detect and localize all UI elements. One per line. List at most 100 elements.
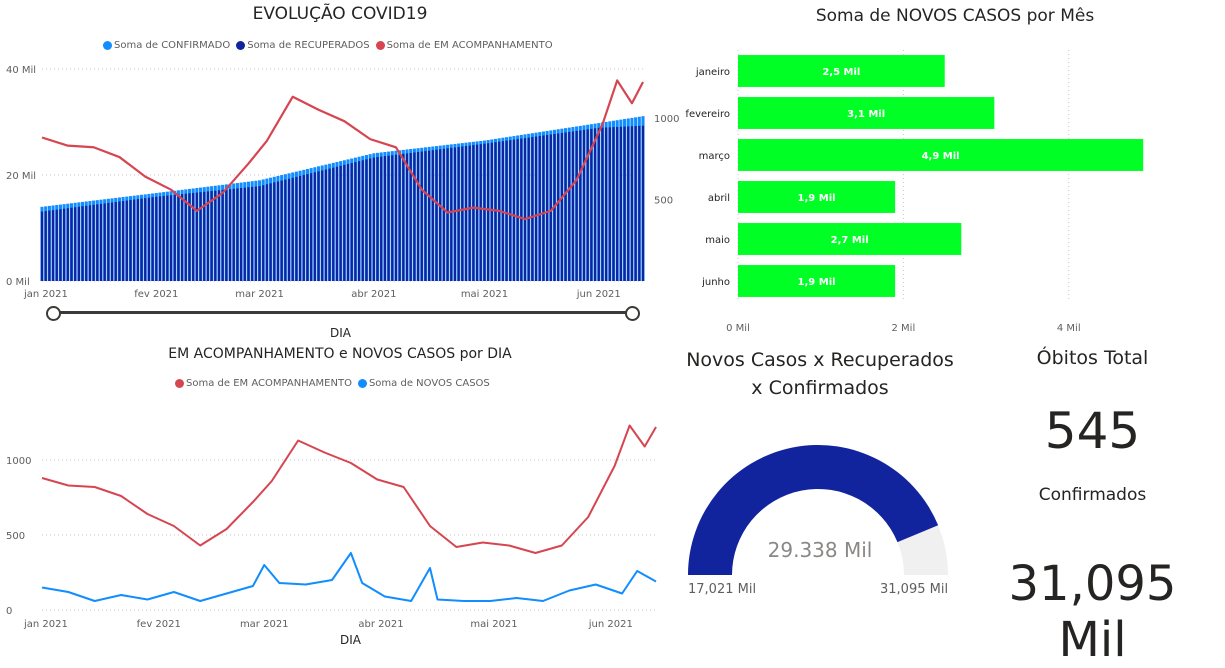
bar-recuperados <box>162 195 165 281</box>
legend-item-em-acompanhamento[interactable]: Soma de EM ACOMPANHAMENTO <box>175 378 352 389</box>
bar-recuperados <box>210 191 213 281</box>
bar-recuperados <box>180 194 184 281</box>
bar-recuperados <box>398 154 401 281</box>
y-right-tick-label: 1000 <box>654 114 679 125</box>
bar-recuperados <box>228 189 232 281</box>
bar-recuperados <box>571 131 575 281</box>
bar-recuperados <box>144 198 147 281</box>
legend-item-acompanhamento[interactable]: Soma de EM ACOMPANHAMENTO <box>375 40 553 51</box>
bar-recuperados <box>247 187 250 281</box>
data-label: 1,9 Mil <box>798 277 836 288</box>
bar-recuperados <box>372 157 375 281</box>
legend-item-novos-casos[interactable]: Soma de NOVOS CASOS <box>357 378 490 389</box>
bar-recuperados <box>560 132 564 281</box>
legend-item-recuperados[interactable]: Soma de RECUPERADOS <box>236 40 370 51</box>
bar-recuperados <box>173 194 176 281</box>
bar-recuperados <box>413 152 416 281</box>
bar-recuperados <box>424 151 427 281</box>
bar-recuperados <box>287 178 291 281</box>
bar-recuperados <box>634 126 637 282</box>
y-left-tick-label: 20 Mil <box>6 171 36 182</box>
bar-recuperados <box>549 134 552 281</box>
bar-recuperados <box>169 195 173 281</box>
bar-recuperados <box>409 152 412 281</box>
bar-recuperados <box>232 188 235 281</box>
legend-item-confirmado[interactable]: Soma de CONFIRMADO <box>103 40 230 51</box>
slider-handle-start[interactable] <box>46 306 61 321</box>
bar-recuperados <box>494 142 497 281</box>
bar-recuperados <box>586 129 589 281</box>
line-em-acompanhamento <box>41 79 644 221</box>
bar-recuperados <box>195 192 198 281</box>
bar-recuperados <box>103 203 106 281</box>
x-tick-label: fev 2021 <box>134 289 178 300</box>
category-label: maio <box>705 235 730 246</box>
bar-maio <box>738 223 962 255</box>
bar-recuperados <box>593 128 597 281</box>
bar-recuperados <box>369 158 372 281</box>
bar-recuperados <box>383 156 387 281</box>
bar-recuperados <box>239 188 243 281</box>
legend-dot-novos-casos <box>357 379 367 388</box>
bar-recuperados <box>531 137 534 281</box>
bar-recuperados <box>92 204 95 281</box>
gauge-title-line1: Novos Casos x Recuperados <box>686 349 954 371</box>
bar-recuperados <box>155 196 158 281</box>
bar-recuperados <box>254 186 257 281</box>
bar-recuperados <box>394 154 398 281</box>
legend-dot-em-acompanhamento <box>175 379 184 388</box>
bar-recuperados <box>332 167 335 281</box>
bar-recuperados <box>262 185 265 281</box>
bar-recuperados <box>627 126 630 282</box>
mes-title: Soma de NOVOS CASOS por Mês <box>815 6 1095 26</box>
bar-recuperados <box>557 133 560 281</box>
bar-recuperados <box>324 169 328 281</box>
data-label: 2,5 Mil <box>822 67 860 78</box>
bar-recuperados <box>166 195 169 281</box>
bar-recuperados <box>81 206 84 281</box>
bar-recuperados <box>630 126 634 282</box>
bar-recuperados <box>464 146 468 281</box>
bar-recuperados <box>435 149 438 281</box>
bar-recuperados <box>291 177 294 281</box>
bar-recuperados <box>284 179 287 281</box>
bar-recuperados <box>487 143 490 281</box>
bar-recuperados <box>40 211 44 281</box>
bar-recuperados <box>512 139 516 281</box>
x-tick-label: mai 2021 <box>461 289 508 300</box>
line-em-acompanhamento <box>41 424 657 554</box>
bar-recuperados <box>523 138 527 281</box>
category-label: junho <box>701 277 730 288</box>
bar-recuperados <box>48 210 51 281</box>
bar-recuperados <box>387 155 390 281</box>
date-range-slider[interactable] <box>46 306 640 321</box>
x-tick-label: jun 2021 <box>576 289 621 300</box>
obitos-value: 545 <box>1044 402 1141 460</box>
bar-recuperados <box>461 146 464 281</box>
bar-recuperados <box>350 163 353 281</box>
bar-recuperados <box>70 207 73 281</box>
bar-recuperados <box>317 171 320 281</box>
bar-recuperados <box>402 153 405 281</box>
slider-handle-end[interactable] <box>625 306 640 321</box>
bar-recuperados <box>582 129 586 281</box>
bar-recuperados <box>616 126 619 282</box>
bar-recuperados <box>509 140 512 281</box>
x-tick-label: abr 2021 <box>358 619 403 630</box>
bar-recuperados <box>564 132 567 281</box>
acompanhamento-title: EM ACOMPANHAMENTO e NOVOS CASOS por DIA <box>168 346 512 362</box>
bar-recuperados <box>446 148 449 281</box>
bar-recuperados <box>251 186 254 281</box>
gauge-title: Novos Casos x Recuperados x Confirmados <box>670 346 970 402</box>
bar-recuperados <box>199 192 202 281</box>
bar-recuperados <box>221 189 224 281</box>
legend-label-recuperados: Soma de RECUPERADOS <box>247 40 370 51</box>
gauge-min: 17,021 Mil <box>688 582 757 597</box>
gauge-fill <box>688 445 939 575</box>
bar-recuperados <box>568 131 571 281</box>
bar-recuperados <box>99 203 103 281</box>
bar-recuperados <box>534 136 538 281</box>
bar-recuperados <box>192 192 195 281</box>
bar-recuperados <box>457 146 460 281</box>
x-tick-label: mai 2021 <box>470 619 517 630</box>
